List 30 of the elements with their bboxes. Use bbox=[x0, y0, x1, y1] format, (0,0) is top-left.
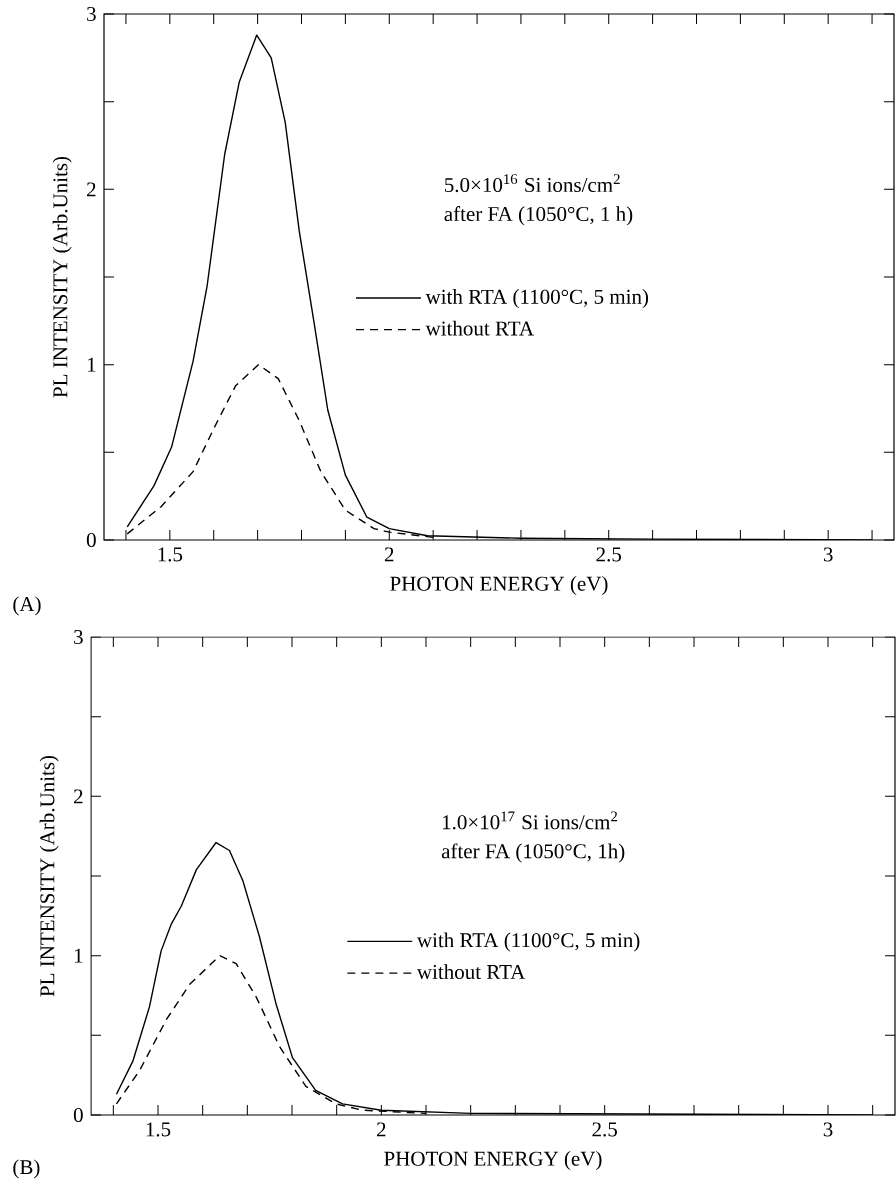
x-tick-label: 1.5 bbox=[158, 547, 183, 562]
y-tick-label: 3 bbox=[87, 6, 96, 22]
y-tick-label: 3 bbox=[74, 629, 83, 645]
x-tick-label: 2.5 bbox=[592, 1122, 617, 1137]
y-tick-label: 0 bbox=[86, 532, 96, 548]
y-tick-label: 1 bbox=[87, 357, 96, 372]
x-tick-label: 2.5 bbox=[596, 547, 622, 562]
annotation: after FA (1050°C, 1h) bbox=[441, 843, 625, 863]
annotation: 5.0×10$^{16}$ Si ions/cm$^{2}$ bbox=[445, 174, 620, 193]
y-tick-label: 2 bbox=[87, 182, 96, 197]
text: (B) bbox=[13, 1159, 40, 1179]
legend-label: without RTA bbox=[416, 964, 526, 980]
x-tick-label: 1.5 bbox=[146, 1122, 171, 1137]
legend-label: without RTA bbox=[425, 320, 534, 336]
y-axis-title: PL INTENSITY (Arb.Units) bbox=[52, 156, 72, 398]
x-tick-label: 2 bbox=[376, 1122, 386, 1137]
x-tick-label: 3 bbox=[823, 1122, 833, 1137]
legend-label: with RTA (1100°C, 5 min) bbox=[416, 932, 640, 952]
y-tick-label: 0 bbox=[73, 1107, 83, 1123]
text: (A) bbox=[13, 596, 41, 616]
x-axis-title: PHOTON ENERGY (eV) bbox=[384, 1151, 602, 1171]
legend-label: with RTA (1100°C, 5 min) bbox=[425, 289, 649, 309]
x-tick-label: 3 bbox=[823, 547, 833, 562]
x-tick-label: 2 bbox=[384, 547, 394, 562]
annotation: after FA (1050°C, 1 h) bbox=[444, 206, 633, 226]
y-axis-title: PL INTENSITY (Arb.Units) bbox=[39, 755, 59, 997]
y-tick-label: 2 bbox=[74, 789, 83, 804]
y-tick-label: 1 bbox=[74, 948, 83, 963]
annotation: 1.0×10$^{17}$ Si ions/cm$^{2}$ bbox=[442, 811, 617, 830]
x-axis-title: PHOTON ENERGY (eV) bbox=[390, 576, 608, 596]
